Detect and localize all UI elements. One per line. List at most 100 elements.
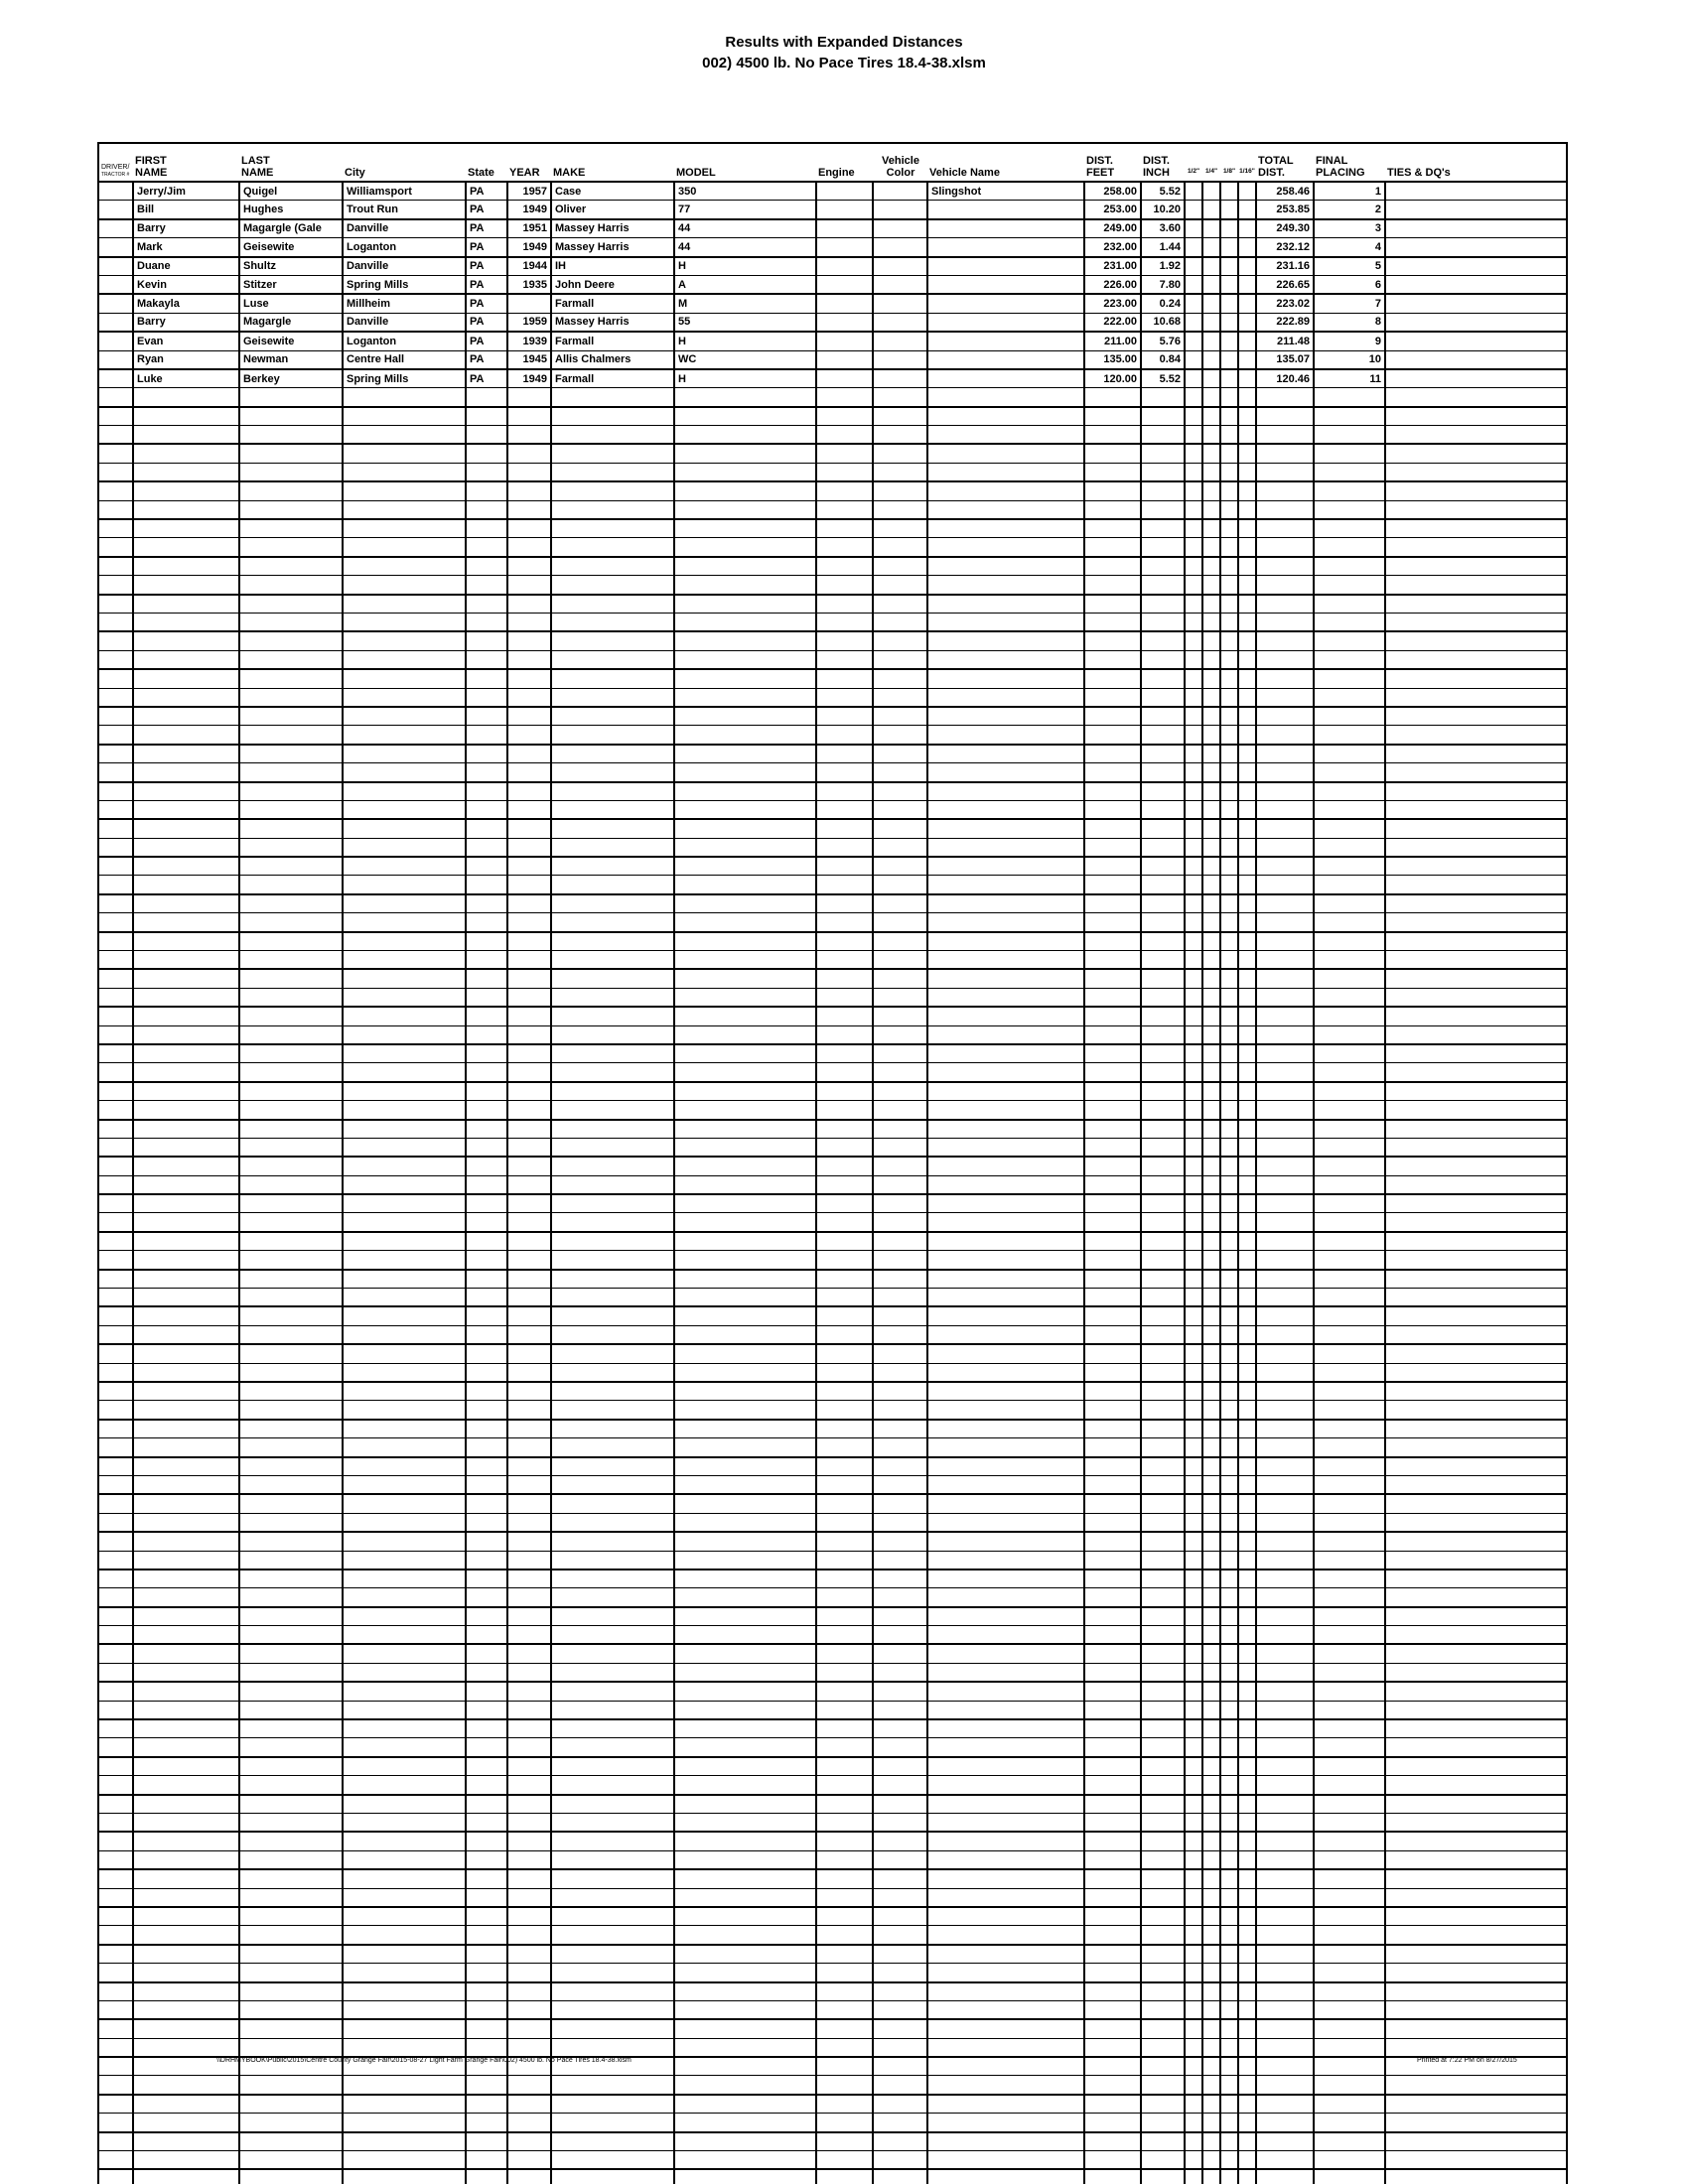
cell-city — [342, 893, 467, 914]
cell-last_name — [238, 612, 344, 633]
cell-first_name — [132, 1906, 240, 1927]
cell-tractor — [97, 968, 134, 989]
cell-dist_feet — [1083, 1269, 1142, 1290]
cell-engine — [815, 406, 874, 427]
cell-quarter — [1201, 274, 1221, 296]
empty-row — [97, 406, 1568, 427]
cell-city — [342, 612, 467, 633]
cell-city — [342, 387, 467, 408]
empty-row — [97, 499, 1568, 521]
cell-vehicle_name — [926, 1156, 1085, 1176]
cell-quarter — [1201, 1024, 1221, 1045]
cell-state — [465, 630, 508, 651]
cell-total_dist — [1255, 1906, 1315, 1927]
cell-make — [550, 480, 675, 501]
cell-final_placing — [1313, 1381, 1386, 1402]
cell-ties_dqs — [1384, 1419, 1568, 1439]
cell-ties_dqs — [1384, 1756, 1568, 1777]
cell-final_placing — [1313, 1868, 1386, 1889]
cell-engine — [815, 856, 874, 877]
cell-ties_dqs — [1384, 1849, 1568, 1871]
cell-total_dist — [1255, 1681, 1315, 1702]
cell-city — [342, 1100, 467, 1121]
cell-last_name — [238, 556, 344, 577]
cell-quarter — [1201, 1062, 1221, 1083]
cell-city — [342, 2037, 467, 2059]
cell-model — [673, 1250, 817, 1271]
cell-state — [465, 1250, 508, 1271]
cell-tractor — [97, 2094, 134, 2115]
cell-model — [673, 1269, 817, 1290]
cell-make — [550, 1156, 675, 1176]
cell-last_name — [238, 1981, 344, 2001]
cell-dist_inch — [1140, 1887, 1186, 1908]
cell-first_name — [132, 1474, 240, 1496]
cell-first_name — [132, 630, 240, 651]
cell-last_name — [238, 2113, 344, 2133]
cell-final_placing — [1313, 837, 1386, 859]
cell-eighth — [1219, 1212, 1239, 1233]
cell-state — [465, 2150, 508, 2171]
cell-model — [673, 1119, 817, 1139]
cell-half — [1184, 331, 1203, 351]
cell-final_placing — [1313, 1737, 1386, 1758]
cell-state — [465, 1305, 508, 1326]
cell-final_placing — [1313, 480, 1386, 501]
cell-city — [342, 2075, 467, 2096]
cell-half — [1184, 687, 1203, 708]
cell-dist_feet — [1083, 2018, 1142, 2039]
cell-city — [342, 1718, 467, 1739]
cell-eighth — [1219, 649, 1239, 671]
cell-state — [465, 1024, 508, 1045]
cell-vehicle_color — [872, 2094, 928, 2115]
cell-dist_inch — [1140, 1324, 1186, 1346]
cell-engine — [815, 349, 874, 370]
cell-model — [673, 1231, 817, 1252]
cell-final_placing — [1313, 1156, 1386, 1176]
cell-ties_dqs — [1384, 1587, 1568, 1608]
cell-eighth — [1219, 1999, 1239, 2021]
cell-vehicle_color — [872, 387, 928, 408]
cell-state — [465, 1100, 508, 1121]
cell-ties_dqs — [1384, 2131, 1568, 2152]
cell-half — [1184, 1587, 1203, 1608]
cell-engine — [815, 1531, 874, 1552]
cell-half — [1184, 1925, 1203, 1946]
cell-city — [342, 1849, 467, 1871]
cell-eighth — [1219, 1550, 1239, 1570]
cell-ties_dqs — [1384, 987, 1568, 1009]
column-header-quarter: 1/4" — [1202, 143, 1220, 183]
cell-ties_dqs — [1384, 2150, 1568, 2171]
cell-first_name — [132, 1981, 240, 2001]
cell-model — [673, 1362, 817, 1383]
cell-vehicle_color — [872, 499, 928, 521]
cell-vehicle_name — [926, 1737, 1085, 1758]
cell-vehicle_name — [926, 1024, 1085, 1045]
cell-sixteenth — [1237, 2037, 1257, 2059]
cell-engine — [815, 256, 874, 276]
cell-total_dist — [1255, 2113, 1315, 2133]
cell-vehicle_color — [872, 1700, 928, 1721]
cell-final_placing — [1313, 1324, 1386, 1346]
cell-vehicle_color — [872, 1288, 928, 1308]
cell-quarter — [1201, 1493, 1221, 1514]
cell-make — [550, 799, 675, 821]
cell-city — [342, 968, 467, 989]
cell-dist_feet — [1083, 406, 1142, 427]
column-header-final_placing: FINAL PLACING — [1314, 143, 1385, 183]
cell-engine — [815, 968, 874, 989]
cell-make — [550, 462, 675, 483]
cell-vehicle_name — [926, 725, 1085, 746]
cell-sixteenth — [1237, 1362, 1257, 1383]
cell-dist_inch — [1140, 1474, 1186, 1496]
cell-engine — [815, 1700, 874, 1721]
cell-year: 1939 — [506, 331, 552, 351]
cell-tractor — [97, 1100, 134, 1121]
cell-first_name — [132, 612, 240, 633]
cell-half — [1184, 1737, 1203, 1758]
cell-ties_dqs — [1384, 1305, 1568, 1326]
cell-dist_feet — [1083, 968, 1142, 989]
cell-ties_dqs — [1384, 274, 1568, 296]
cell-sixteenth — [1237, 893, 1257, 914]
